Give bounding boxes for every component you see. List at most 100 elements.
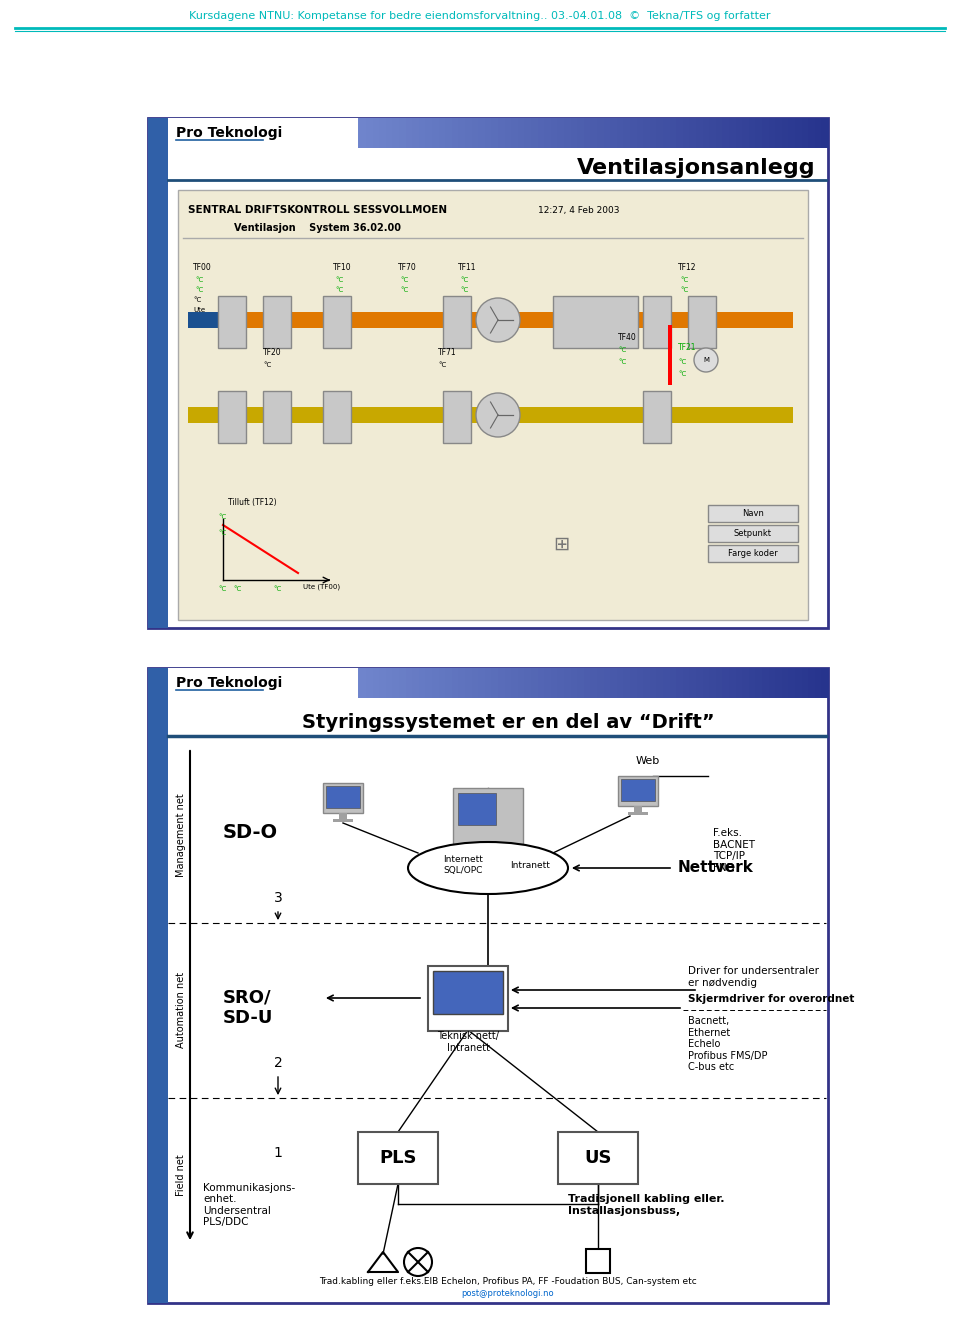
Text: Web: Web — [636, 756, 660, 766]
Text: °C: °C — [438, 363, 446, 368]
Text: Kursdagene NTNU: Kompetanse for bedre eiendomsforvaltning.. 03.-04.01.08  ©  Tek: Kursdagene NTNU: Kompetanse for bedre ei… — [189, 11, 771, 21]
Bar — [306, 119, 314, 148]
Bar — [419, 668, 426, 698]
Bar — [808, 119, 816, 148]
Bar — [703, 119, 710, 148]
Bar — [616, 119, 624, 148]
Bar — [459, 668, 466, 698]
Bar — [604, 668, 612, 698]
Bar — [498, 119, 506, 148]
Bar — [323, 296, 351, 348]
Bar — [802, 668, 809, 698]
Bar — [366, 668, 373, 698]
Bar — [683, 119, 690, 148]
Bar — [386, 119, 394, 148]
Bar — [749, 119, 756, 148]
Bar — [621, 778, 655, 801]
Bar — [323, 782, 363, 813]
Bar — [762, 668, 770, 698]
Bar — [181, 119, 189, 148]
Text: Automation net: Automation net — [176, 972, 186, 1048]
Bar — [445, 119, 453, 148]
Text: °C: °C — [680, 277, 688, 283]
Bar — [618, 776, 658, 806]
Bar — [742, 668, 750, 698]
Text: F.eks.
BACNET
TCP/IP
FND: F.eks. BACNET TCP/IP FND — [713, 828, 755, 873]
Text: °C: °C — [335, 287, 344, 293]
Text: Intranett: Intranett — [510, 861, 550, 869]
Bar — [459, 119, 466, 148]
Bar — [729, 668, 736, 698]
Bar — [228, 119, 235, 148]
Bar — [148, 668, 168, 1302]
Bar — [696, 119, 704, 148]
Bar — [234, 668, 242, 698]
Bar — [465, 668, 472, 698]
Text: Farge koder: Farge koder — [728, 549, 778, 559]
Bar — [181, 668, 189, 698]
Bar — [776, 119, 782, 148]
Bar — [260, 119, 268, 148]
Bar — [443, 391, 471, 443]
Bar — [323, 391, 351, 443]
Bar — [577, 119, 585, 148]
Bar — [326, 668, 334, 698]
Bar — [175, 668, 182, 698]
Bar — [221, 668, 228, 698]
Bar — [294, 668, 301, 698]
Bar — [498, 668, 506, 698]
Bar — [412, 119, 420, 148]
Bar — [729, 119, 736, 148]
Text: °C: °C — [680, 287, 688, 293]
Bar — [320, 119, 327, 148]
Bar — [650, 668, 658, 698]
Bar — [505, 668, 513, 698]
Bar — [340, 119, 348, 148]
Bar — [558, 119, 565, 148]
Text: Ute (TF00): Ute (TF00) — [303, 583, 340, 589]
Bar — [708, 545, 798, 563]
Text: TF71: TF71 — [438, 348, 457, 357]
Bar — [590, 119, 598, 148]
Bar — [207, 119, 215, 148]
Bar — [399, 668, 407, 698]
Bar — [611, 668, 618, 698]
Bar — [263, 296, 291, 348]
Bar — [590, 668, 598, 698]
Text: °C: °C — [678, 359, 686, 365]
Bar — [696, 668, 704, 698]
Bar — [234, 119, 242, 148]
Bar — [458, 793, 496, 825]
Bar — [294, 119, 301, 148]
Bar — [366, 119, 373, 148]
Bar — [175, 119, 182, 148]
Text: Pro Teknologi: Pro Teknologi — [176, 127, 282, 140]
Bar — [597, 119, 605, 148]
Bar — [168, 119, 358, 148]
Text: TF11: TF11 — [458, 263, 476, 272]
Text: Driver for undersentraler
er nødvendig: Driver for undersentraler er nødvendig — [688, 966, 819, 988]
Bar — [326, 119, 334, 148]
Bar — [353, 119, 360, 148]
Bar — [584, 668, 591, 698]
Bar — [616, 668, 624, 698]
Bar — [432, 668, 440, 698]
Bar — [517, 668, 525, 698]
Bar — [287, 668, 295, 698]
Bar — [689, 668, 697, 698]
Text: °C: °C — [233, 587, 241, 592]
Text: Bacnett,
Ethernet
Echelo
Profibus FMS/DP
C-bus etc: Bacnett, Ethernet Echelo Profibus FMS/DP… — [688, 1016, 767, 1073]
Bar — [359, 119, 367, 148]
Bar — [531, 119, 539, 148]
Bar — [630, 119, 637, 148]
Bar — [643, 296, 671, 348]
Text: Trad.kabling eller f.eks.EIB Echelon, Profibus PA, FF -Foudation BUS, Can-system: Trad.kabling eller f.eks.EIB Echelon, Pr… — [319, 1277, 697, 1285]
Bar — [201, 668, 208, 698]
Bar — [762, 119, 770, 148]
Bar — [558, 1132, 638, 1184]
Bar — [735, 119, 743, 148]
Bar — [769, 119, 777, 148]
Text: °C: °C — [335, 277, 344, 283]
Bar — [611, 119, 618, 148]
Bar — [544, 119, 552, 148]
